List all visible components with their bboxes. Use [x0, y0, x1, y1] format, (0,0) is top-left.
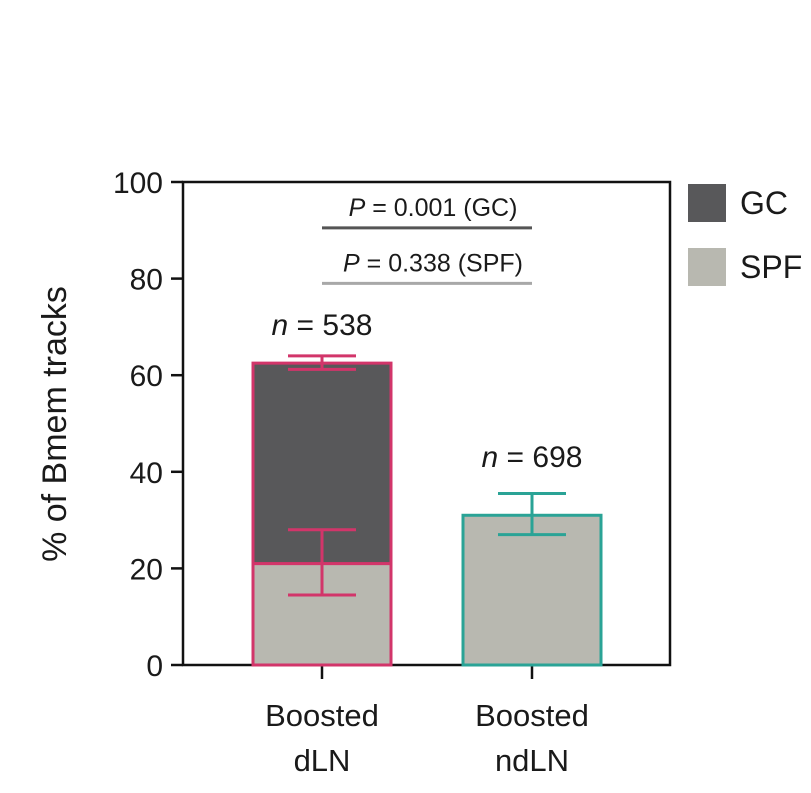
axes: 0 20 40 60 80 100 Boosted dLN Boosted ndLN — [113, 167, 672, 778]
p-value-text: = 0.001 (GC) — [365, 194, 517, 222]
x-category-label: Boosted ndLN — [475, 698, 589, 778]
legend-label-gc: GC — [740, 185, 788, 221]
x-category-label-line: dLN — [294, 743, 351, 778]
p-value-label: P = 0.001 (GC) — [349, 194, 518, 222]
legend-swatch-gc — [688, 184, 726, 222]
bars — [251, 354, 603, 667]
x-category-label: Boosted dLN — [265, 698, 379, 778]
plot-frame — [181, 180, 672, 667]
y-axis-title: % of Bmem tracks — [36, 286, 74, 562]
p-value-italic: P — [349, 194, 366, 222]
y-tick-label: 100 — [113, 167, 163, 200]
x-category-label-line: Boosted — [475, 698, 589, 733]
n-label-value: = 698 — [498, 441, 582, 474]
y-tick-label: 60 — [130, 360, 163, 393]
n-label-value: = 538 — [288, 309, 372, 342]
bar-spf — [461, 513, 603, 667]
legend: GC SPF — [688, 184, 802, 286]
y-tick-label: 20 — [130, 553, 163, 586]
legend-label-spf: SPF — [740, 249, 802, 285]
y-tick-label: 80 — [130, 264, 163, 297]
legend-swatch-spf — [688, 248, 726, 286]
p-value-label: P = 0.338 (SPF) — [343, 249, 523, 277]
y-tick-label: 40 — [130, 457, 163, 490]
n-label-italic: n — [272, 309, 289, 342]
p-value-italic: P — [343, 249, 360, 277]
x-category-label-line: ndLN — [495, 743, 569, 778]
n-label: n = 698 — [482, 441, 583, 474]
n-label: n = 538 — [272, 309, 373, 342]
n-label-italic: n — [482, 441, 499, 474]
x-category-label-line: Boosted — [265, 698, 379, 733]
y-tick-label: 0 — [146, 650, 163, 683]
p-value-text: = 0.338 (SPF) — [360, 249, 523, 277]
